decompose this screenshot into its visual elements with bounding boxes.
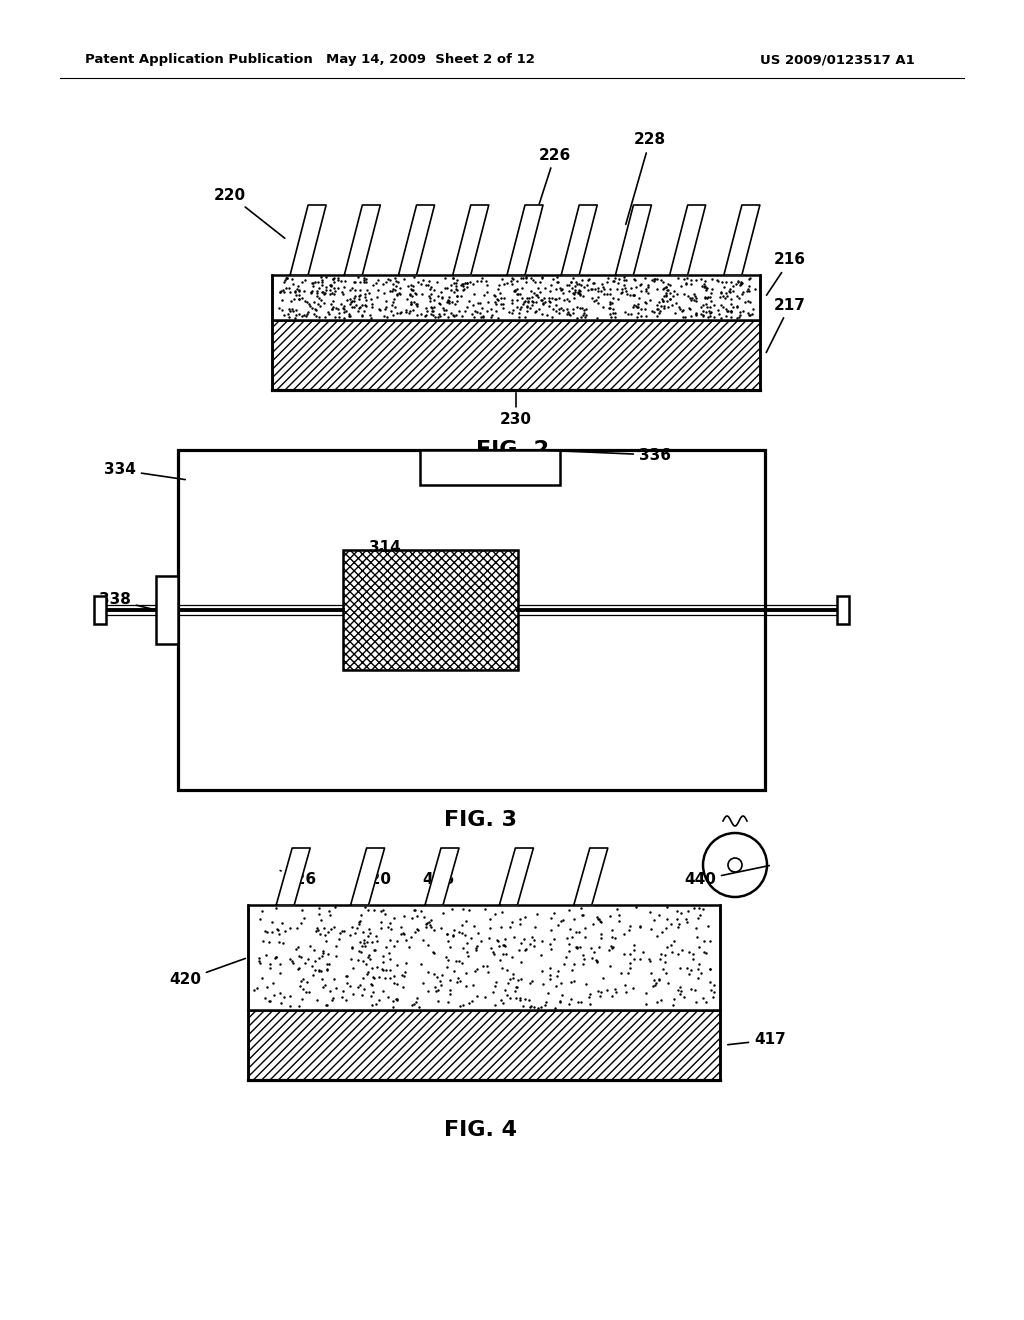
Text: FIG. 4: FIG. 4 — [443, 1119, 516, 1140]
Bar — [420, 450, 560, 484]
Text: 440: 440 — [684, 866, 769, 887]
Bar — [837, 597, 849, 624]
Text: 230: 230 — [500, 393, 532, 428]
Polygon shape — [615, 205, 651, 275]
Bar — [178, 450, 765, 789]
Polygon shape — [453, 205, 488, 275]
Bar — [342, 550, 517, 671]
Polygon shape — [290, 205, 326, 275]
Text: May 14, 2009  Sheet 2 of 12: May 14, 2009 Sheet 2 of 12 — [326, 54, 535, 66]
Bar — [156, 576, 178, 644]
Polygon shape — [425, 847, 459, 906]
Text: 314: 314 — [369, 540, 400, 556]
Text: 336: 336 — [543, 447, 671, 462]
Text: 220: 220 — [214, 187, 285, 239]
Text: 426: 426 — [422, 873, 454, 887]
Text: 217: 217 — [766, 297, 806, 352]
Text: 226: 226 — [530, 148, 571, 230]
Text: FIG. 2: FIG. 2 — [475, 440, 549, 459]
Text: 417: 417 — [728, 1032, 785, 1048]
Polygon shape — [344, 205, 380, 275]
Bar — [272, 275, 760, 319]
Text: 228: 228 — [626, 132, 666, 224]
Polygon shape — [350, 847, 385, 906]
Text: 338: 338 — [99, 593, 154, 610]
Text: Patent Application Publication: Patent Application Publication — [85, 54, 312, 66]
Polygon shape — [500, 847, 534, 906]
Polygon shape — [573, 847, 608, 906]
Text: 426: 426 — [281, 870, 316, 887]
Polygon shape — [670, 205, 706, 275]
Text: FIG. 3: FIG. 3 — [443, 810, 516, 830]
Polygon shape — [724, 205, 760, 275]
Text: 216: 216 — [767, 252, 806, 296]
Text: US 2009/0123517 A1: US 2009/0123517 A1 — [760, 54, 914, 66]
Polygon shape — [561, 205, 597, 275]
Text: 334: 334 — [104, 462, 185, 479]
Text: 420: 420 — [169, 958, 246, 987]
Bar — [248, 1010, 720, 1080]
Polygon shape — [276, 847, 310, 906]
Polygon shape — [398, 205, 434, 275]
Bar — [94, 597, 106, 624]
Text: 420: 420 — [359, 873, 391, 887]
Bar — [248, 906, 720, 1010]
Bar — [342, 550, 517, 671]
Polygon shape — [507, 205, 543, 275]
Bar — [272, 319, 760, 389]
